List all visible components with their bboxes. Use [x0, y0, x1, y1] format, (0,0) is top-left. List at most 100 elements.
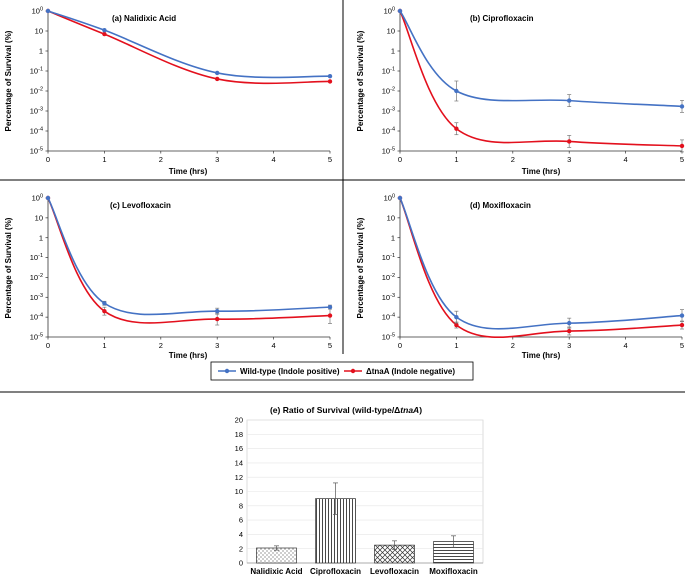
x-tick-label: 5 — [680, 341, 684, 350]
y-tick-label: 10-4 — [30, 313, 43, 322]
data-point-wild-type — [567, 98, 572, 103]
x-axis-label: Time (hrs) — [169, 351, 208, 360]
data-point-tnaA — [679, 322, 685, 328]
y-axis-label: Percentage of Survival (%) — [4, 30, 13, 131]
bar-y-tick-label: 18 — [235, 430, 243, 439]
series-line-tnaA — [47, 10, 331, 85]
y-tick-label: 10-1 — [382, 67, 395, 76]
legend-mut-label: ΔtnaA (Indole negative) — [366, 367, 455, 376]
bar-title-prefix: (e) Ratio of Survival (wild-type/Δ — [270, 405, 400, 415]
y-tick-label: 100 — [32, 194, 43, 203]
x-tick-label: 2 — [159, 341, 163, 350]
x-tick-label: 3 — [567, 155, 571, 164]
series-line-wild-type — [47, 197, 331, 316]
bar-y-tick-label: 0 — [239, 559, 243, 568]
data-point-wild-type — [567, 320, 572, 326]
y-tick-label: 1 — [39, 47, 43, 56]
bar-y-tick-label: 10 — [235, 487, 243, 496]
data-point-tnaA — [454, 126, 459, 131]
y-tick-label: 1 — [391, 47, 395, 56]
bar-category-label: Nalidixic Acid — [250, 567, 302, 576]
bar-y-tick-label: 14 — [235, 459, 243, 468]
data-point-wild-type — [102, 27, 107, 33]
y-tick-label: 10-2 — [382, 273, 395, 282]
data-point-wild-type — [215, 70, 220, 76]
y-tick-label: 10-3 — [30, 293, 43, 302]
y-tick-label: 10-5 — [382, 333, 395, 342]
x-tick-label: 2 — [511, 155, 515, 164]
x-tick-label: 1 — [454, 341, 458, 350]
x-tick-label: 2 — [159, 155, 163, 164]
x-tick-label: 4 — [272, 155, 276, 164]
data-point-tnaA — [679, 143, 685, 149]
y-tick-label: 10-3 — [382, 107, 395, 116]
series-line-wild-type — [399, 197, 683, 330]
bar-title-italic: tnaA — [400, 405, 419, 415]
x-tick-label: 4 — [624, 341, 628, 350]
y-axis-label: Percentage of Survival (%) — [4, 217, 13, 318]
bar-y-tick-label: 8 — [239, 501, 243, 510]
bar-y-tick-label: 2 — [239, 544, 243, 553]
bar-category-label: Moxifloxacin — [429, 567, 478, 576]
y-tick-label: 10-5 — [382, 147, 395, 156]
data-point-tnaA — [102, 308, 107, 314]
y-tick-label: 10 — [35, 213, 43, 222]
y-tick-label: 10 — [387, 213, 395, 222]
y-tick-label: 10-4 — [382, 313, 395, 322]
y-tick-label: 10-1 — [30, 253, 43, 262]
y-tick-label: 10-5 — [30, 147, 43, 156]
legend-box — [210, 361, 474, 381]
bar-chart-title: (e) Ratio of Survival (wild-type/ΔtnaA) — [270, 405, 422, 415]
data-point-tnaA — [454, 322, 459, 328]
data-point-wild-type — [102, 301, 107, 306]
y-tick-label: 10-2 — [382, 87, 395, 96]
bar-y-tick-label: 20 — [235, 416, 243, 425]
x-tick-label: 5 — [680, 155, 684, 164]
y-tick-label: 1 — [391, 233, 395, 242]
series-line-wild-type — [399, 10, 683, 108]
series-line-tnaA — [47, 197, 331, 324]
data-point-tnaA — [327, 79, 333, 84]
y-tick-label: 10-3 — [30, 107, 43, 116]
x-axis-label: Time (hrs) — [522, 351, 561, 360]
series-line-tnaA — [399, 10, 683, 147]
x-tick-label: 2 — [511, 341, 515, 350]
y-tick-label: 10-1 — [382, 253, 395, 262]
data-point-wild-type — [215, 308, 220, 314]
panel-moxifloxacin: 100 10 1 10-1 10-2 10-3 10-4 10-50 1 2 3 4 5 (d) Moxi… — [356, 194, 685, 360]
y-tick-label: 100 — [384, 194, 395, 203]
bar-y-tick-label: 4 — [239, 530, 243, 539]
x-tick-label: 5 — [328, 155, 332, 164]
x-tick-label: 0 — [46, 155, 50, 164]
bar-category-label: Levofloxacin — [370, 567, 419, 576]
y-tick-label: 10-2 — [30, 273, 43, 282]
y-axis-label: Percentage of Survival (%) — [356, 217, 365, 318]
y-tick-label: 10-1 — [30, 67, 43, 76]
data-point-wild-type — [454, 314, 459, 320]
y-tick-label: 10-3 — [382, 293, 395, 302]
data-point-wild-type — [454, 88, 459, 94]
bar-title-suffix: ) — [419, 405, 422, 415]
panel-nalidixic-acid: 100 10 1 10-1 10-2 10-3 10-4 10-50 1 2 3 4 5 (a) Nali… — [4, 7, 333, 176]
x-tick-label: 5 — [328, 341, 332, 350]
panel-ciprofloxacin: 100 10 1 10-1 10-2 10-3 10-4 10-50 1 2 3 4 5 (b) Cipr… — [356, 7, 685, 176]
data-point-tnaA — [327, 313, 333, 318]
data-point-tnaA — [567, 139, 572, 144]
data-point-wild-type — [679, 313, 685, 318]
y-axis-label: Percentage of Survival (%) — [356, 30, 365, 131]
y-tick-label: 10-4 — [30, 127, 43, 136]
y-tick-label: 10 — [387, 27, 395, 36]
panel-title: (d) Moxifloxacin — [470, 201, 531, 210]
data-point-wild-type — [327, 304, 333, 310]
series-line-tnaA — [399, 197, 683, 338]
x-tick-label: 3 — [215, 155, 219, 164]
panel-title: (a) Nalidixic Acid — [112, 14, 176, 23]
x-tick-label: 3 — [567, 341, 571, 350]
x-tick-label: 4 — [272, 341, 276, 350]
data-point-wild-type — [679, 104, 685, 109]
x-tick-label: 0 — [398, 341, 402, 350]
x-tick-label: 1 — [102, 155, 106, 164]
data-point-tnaA — [215, 316, 220, 322]
y-tick-label: 10 — [35, 27, 43, 36]
series-line-wild-type — [47, 10, 331, 79]
